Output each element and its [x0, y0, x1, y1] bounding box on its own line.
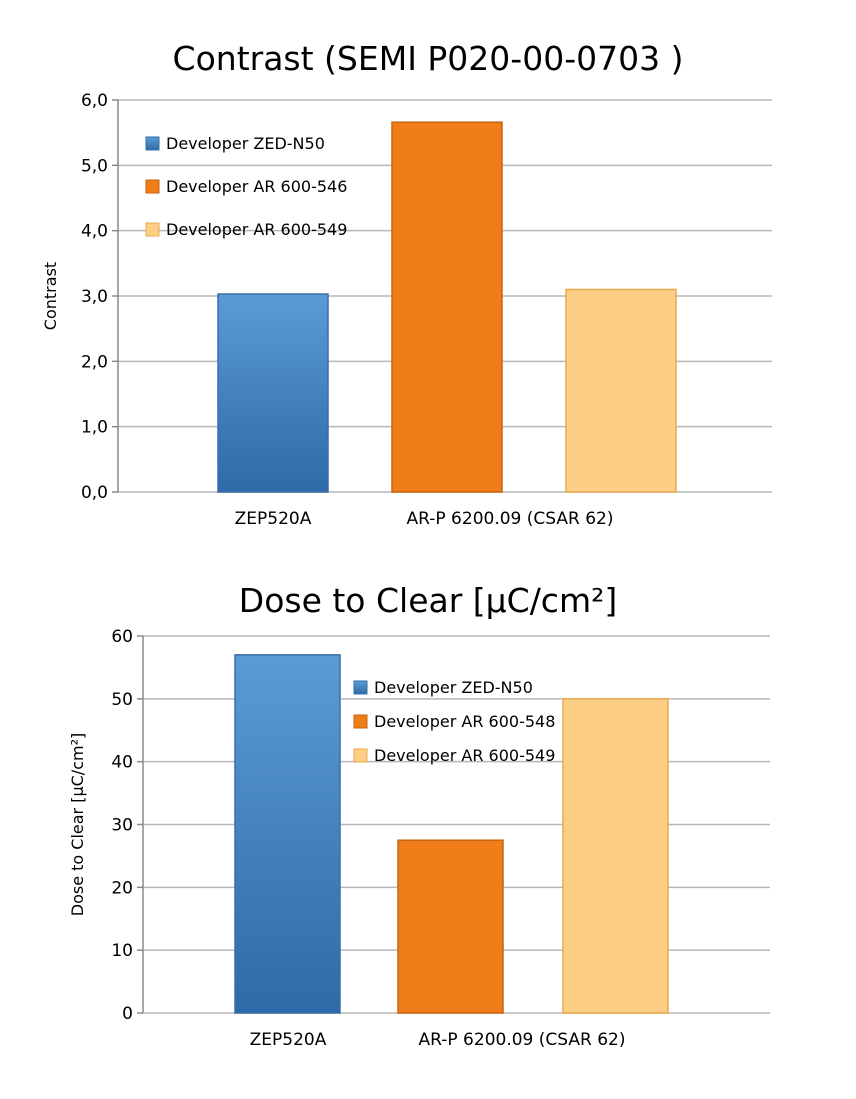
dose-y-tick-label: 0: [122, 1004, 133, 1024]
dose-legend-label: Developer AR 600-549: [374, 746, 555, 765]
dose-legend-swatch: [353, 714, 368, 729]
contrast-bar-1: [217, 293, 329, 493]
dose-bar-1: [234, 654, 341, 1014]
dose-y-axis-label: Dose to Clear [µC/cm²]: [68, 733, 87, 916]
contrast-y-tick-label: 1,0: [81, 418, 108, 438]
dose-y-tick-label: 50: [111, 690, 133, 710]
contrast-y-tick-label: 6,0: [81, 91, 108, 111]
dose-legend-swatch: [353, 680, 368, 695]
contrast-bar-2: [391, 121, 503, 493]
dose-category-label: ZEP520A: [250, 1030, 327, 1050]
contrast-y-tick-label: 5,0: [81, 156, 108, 176]
contrast-legend-label: Developer ZED-N50: [166, 134, 325, 153]
dose-y-tick-label: 10: [111, 941, 133, 961]
contrast-legend-label: Developer AR 600-546: [166, 177, 347, 196]
dose-y-tick-label: 30: [111, 816, 133, 836]
dose-to-clear-chart: Dose to Clear [µC/cm²] 0 10 20 30 40 50 60 Dose …: [68, 581, 770, 1050]
contrast-legend-swatch: [145, 179, 160, 194]
contrast-y-tick-label: 2,0: [81, 352, 108, 372]
dose-y-tick-label: 60: [111, 627, 133, 647]
dose-legend-label: Developer AR 600-548: [374, 712, 555, 731]
dose-y-tick-label: 20: [111, 878, 133, 898]
contrast-y-tick-label: 3,0: [81, 287, 108, 307]
dose-chart-title: Dose to Clear [µC/cm²]: [239, 581, 617, 620]
contrast-y-tick-label: 0,0: [81, 483, 108, 503]
contrast-chart: Contrast (SEMI P020-00-0703 ) 0,0 1,0 2,0 3,…: [41, 39, 772, 529]
contrast-category-label: ZEP520A: [235, 509, 312, 529]
dose-legend-swatch: [353, 748, 368, 763]
dose-bar-2: [397, 839, 504, 1014]
contrast-legend-label: Developer AR 600-549: [166, 220, 347, 239]
dose-bar-3: [562, 698, 669, 1014]
dose-legend-label: Developer ZED-N50: [374, 678, 533, 697]
contrast-legend-swatch: [145, 136, 160, 151]
contrast-y-tick-label: 4,0: [81, 222, 108, 242]
contrast-category-label: AR-P 6200.09 (CSAR 62): [407, 509, 614, 529]
contrast-y-axis-label: Contrast: [41, 262, 60, 330]
dose-y-tick-label: 40: [111, 753, 133, 773]
contrast-legend-swatch: [145, 222, 160, 237]
contrast-chart-title: Contrast (SEMI P020-00-0703 ): [173, 39, 684, 78]
dose-category-label: AR-P 6200.09 (CSAR 62): [419, 1030, 626, 1050]
contrast-bar-3: [565, 288, 677, 493]
